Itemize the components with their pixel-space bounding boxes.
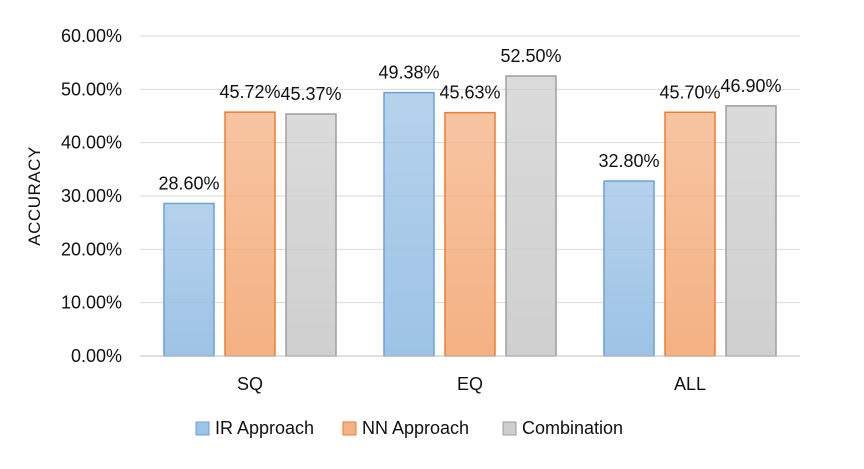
data-label: 45.70% [659, 82, 720, 102]
data-label: 52.50% [500, 46, 561, 66]
legend: IR Approach NN Approach Combination [195, 418, 623, 438]
y-tick-label: 60.00% [61, 26, 122, 46]
y-tick-label: 40.00% [61, 133, 122, 153]
bar-all-0 [603, 180, 655, 357]
data-label: 45.72% [219, 82, 280, 102]
data-label: 45.63% [439, 83, 500, 103]
bar-all-1 [664, 111, 716, 357]
legend-swatch [195, 421, 210, 436]
legend-label: IR Approach [215, 418, 314, 438]
y-tick-label: 0.00% [71, 346, 122, 366]
y-axis-title: ACCURACY [25, 146, 44, 245]
x-category-label: EQ [457, 374, 483, 394]
y-tick-label: 20.00% [61, 239, 122, 259]
legend-swatch [502, 421, 517, 436]
bar-eq-2 [505, 75, 557, 357]
bars [163, 75, 777, 357]
legend-label: Combination [522, 418, 623, 438]
legend-label: NN Approach [362, 418, 469, 438]
data-label: 45.37% [280, 84, 341, 104]
data-labels: 28.60% 45.72% 45.37% 49.38%45.63%52.50% 32.8… [158, 46, 781, 193]
x-category-label: SQ [237, 374, 263, 394]
data-label: 32.80% [598, 151, 659, 171]
y-tick-label: 30.00% [61, 186, 122, 206]
bar-eq-0 [383, 91, 435, 357]
legend-swatch [342, 421, 357, 436]
bar-sq-1 [224, 111, 276, 357]
y-axis-ticks: 0.00% 10.00% 20.00% 30.00% 40.00% 50.00% 60.00… [61, 26, 122, 366]
bar-all-2 [725, 105, 777, 357]
bar-sq-0 [163, 202, 215, 357]
y-tick-label: 10.00% [61, 293, 122, 313]
data-label: 28.60% [158, 173, 219, 193]
data-label: 46.90% [720, 76, 781, 96]
x-axis-categories: SQ EQ ALL [237, 374, 706, 394]
data-label: 49.38% [378, 63, 439, 83]
bar-eq-1 [444, 111, 496, 357]
x-category-label: ALL [674, 374, 706, 394]
y-tick-label: 50.00% [61, 79, 122, 99]
bar-sq-2 [285, 113, 337, 357]
